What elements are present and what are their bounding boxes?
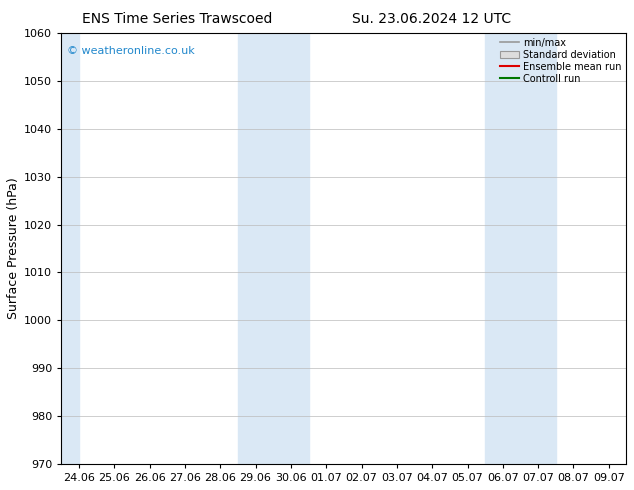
Text: Su. 23.06.2024 12 UTC: Su. 23.06.2024 12 UTC <box>352 12 510 26</box>
Y-axis label: Surface Pressure (hPa): Surface Pressure (hPa) <box>7 178 20 319</box>
Bar <box>61 33 79 464</box>
Legend: min/max, Standard deviation, Ensemble mean run, Controll run: min/max, Standard deviation, Ensemble me… <box>498 36 624 86</box>
Text: © weatheronline.co.uk: © weatheronline.co.uk <box>67 46 195 56</box>
Text: ENS Time Series Trawscoed: ENS Time Series Trawscoed <box>82 12 273 26</box>
Bar <box>485 33 556 464</box>
Bar <box>238 33 309 464</box>
